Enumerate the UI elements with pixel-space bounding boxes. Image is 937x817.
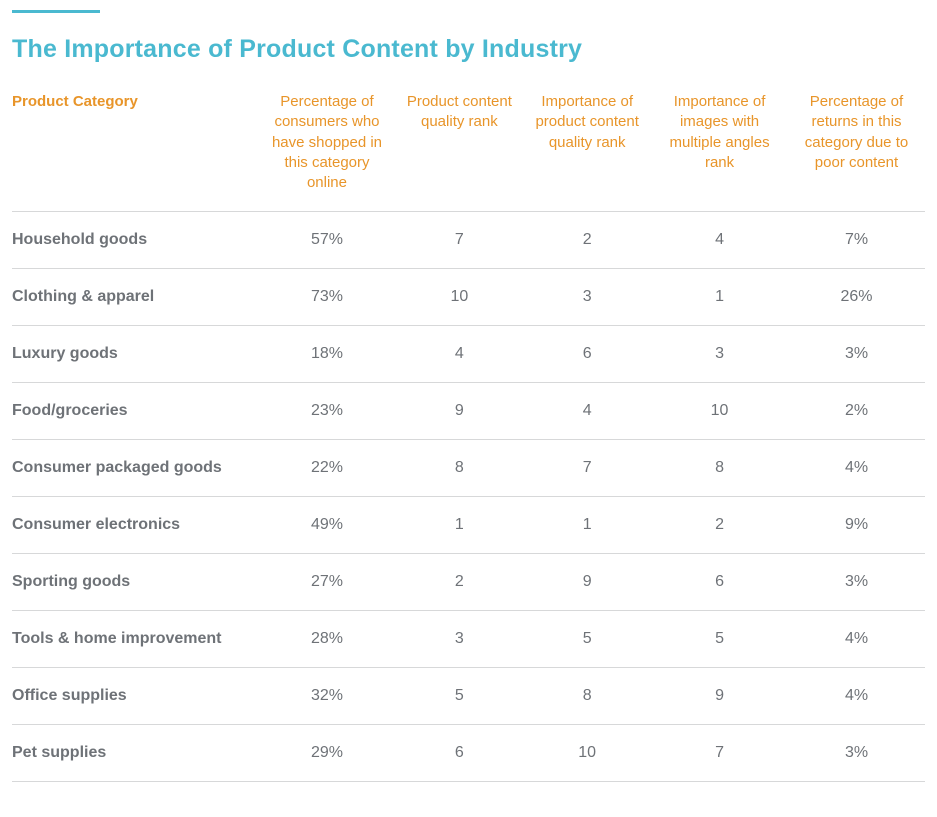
cell-value: 3% [788,725,925,782]
cell-value: 3 [651,326,788,383]
cell-value: 26% [788,269,925,326]
cell-value: 2% [788,383,925,440]
cell-value: 27% [259,554,396,611]
cell-value: 10 [651,383,788,440]
cell-value: 18% [259,326,396,383]
table-body: Household goods 57% 7 2 4 7% Clothing & … [12,212,925,782]
table-row: Luxury goods 18% 4 6 3 3% [12,326,925,383]
cell-category: Pet supplies [12,725,259,782]
cell-category: Office supplies [12,668,259,725]
cell-value: 6 [651,554,788,611]
cell-value: 4% [788,611,925,668]
accent-rule [12,10,100,13]
col-header-returns-pct: Percentage of returns in this category d… [788,92,925,212]
cell-category: Luxury goods [12,326,259,383]
page-title: The Importance of Product Content by Ind… [12,35,925,64]
cell-value: 8 [651,440,788,497]
cell-value: 7 [523,440,651,497]
cell-value: 4 [651,212,788,269]
cell-value: 28% [259,611,396,668]
cell-value: 9 [395,383,523,440]
table-row: Pet supplies 29% 6 10 7 3% [12,725,925,782]
cell-value: 4% [788,440,925,497]
table-row: Food/groceries 23% 9 4 10 2% [12,383,925,440]
cell-value: 9% [788,497,925,554]
cell-value: 2 [523,212,651,269]
cell-value: 5 [651,611,788,668]
table-row: Sporting goods 27% 2 9 6 3% [12,554,925,611]
cell-category: Tools & home improvement [12,611,259,668]
cell-value: 1 [395,497,523,554]
table-row: Tools & home improvement 28% 3 5 5 4% [12,611,925,668]
cell-value: 5 [523,611,651,668]
content-table: Product Category Percentage of consumers… [12,92,925,782]
cell-value: 2 [395,554,523,611]
table-row: Consumer packaged goods 22% 8 7 8 4% [12,440,925,497]
table-row: Clothing & apparel 73% 10 3 1 26% [12,269,925,326]
cell-value: 6 [523,326,651,383]
cell-value: 3 [395,611,523,668]
cell-category: Consumer electronics [12,497,259,554]
col-header-shopped-pct: Percentage of consumers who have shopped… [259,92,396,212]
table-row: Household goods 57% 7 2 4 7% [12,212,925,269]
cell-value: 1 [523,497,651,554]
table-row: Office supplies 32% 5 8 9 4% [12,668,925,725]
col-header-quality-rank: Product content quality rank [395,92,523,212]
cell-value: 22% [259,440,396,497]
cell-value: 2 [651,497,788,554]
cell-value: 7 [651,725,788,782]
table-header: Product Category Percentage of consumers… [12,92,925,212]
cell-value: 4% [788,668,925,725]
cell-category: Food/groceries [12,383,259,440]
cell-value: 4 [395,326,523,383]
cell-value: 3% [788,554,925,611]
cell-value: 57% [259,212,396,269]
cell-value: 8 [523,668,651,725]
col-header-importance-quality: Importance of product content quality ra… [523,92,651,212]
cell-value: 49% [259,497,396,554]
cell-value: 5 [395,668,523,725]
cell-value: 6 [395,725,523,782]
table-row: Consumer electronics 49% 1 1 2 9% [12,497,925,554]
cell-category: Household goods [12,212,259,269]
cell-category: Clothing & apparel [12,269,259,326]
cell-value: 29% [259,725,396,782]
cell-value: 10 [523,725,651,782]
cell-value: 32% [259,668,396,725]
col-header-category: Product Category [12,92,259,212]
cell-value: 1 [651,269,788,326]
cell-value: 23% [259,383,396,440]
cell-category: Consumer packaged goods [12,440,259,497]
cell-value: 4 [523,383,651,440]
cell-value: 73% [259,269,396,326]
cell-value: 3% [788,326,925,383]
cell-category: Sporting goods [12,554,259,611]
col-header-importance-images: Importance of images with multiple angle… [651,92,788,212]
cell-value: 9 [523,554,651,611]
cell-value: 3 [523,269,651,326]
cell-value: 10 [395,269,523,326]
cell-value: 7% [788,212,925,269]
cell-value: 7 [395,212,523,269]
cell-value: 8 [395,440,523,497]
cell-value: 9 [651,668,788,725]
